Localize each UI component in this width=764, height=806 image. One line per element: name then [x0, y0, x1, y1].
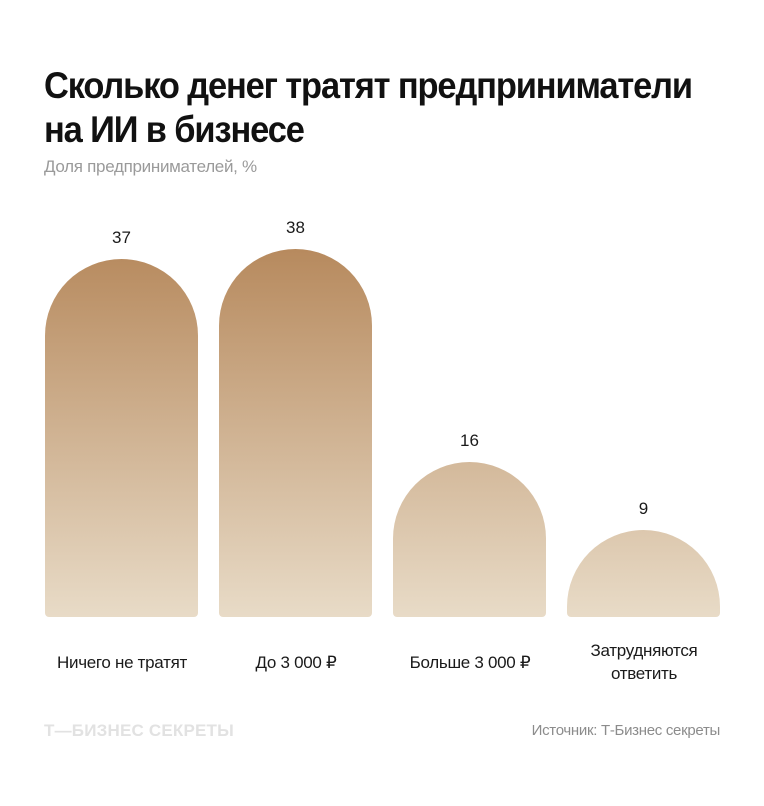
category-label: Ничего не тратят [57, 653, 187, 672]
bar-up-to-3000 [219, 249, 372, 617]
brand-logo: Т—БИЗНЕС СЕКРЕТЫ [44, 721, 234, 740]
value-label: 16 [460, 431, 479, 450]
value-label: 37 [112, 228, 131, 247]
chart-title: Сколько денег тратят предприниматели на … [44, 65, 693, 150]
bar-nothing [45, 259, 198, 617]
category-label: Больше 3 000 ₽ [409, 653, 531, 672]
value-label: 9 [638, 499, 649, 518]
bar-hard-to-answer [567, 530, 720, 617]
chart-subtitle: Доля предпринимателей, % [44, 157, 257, 176]
bar-more-than-3000 [393, 462, 546, 617]
category-label: До 3 000 ₽ [255, 653, 337, 672]
source-note: Источник: Т-Бизнес секреты [531, 722, 721, 739]
value-label: 38 [286, 218, 305, 237]
category-label: Затрудняются ответить [590, 641, 698, 683]
